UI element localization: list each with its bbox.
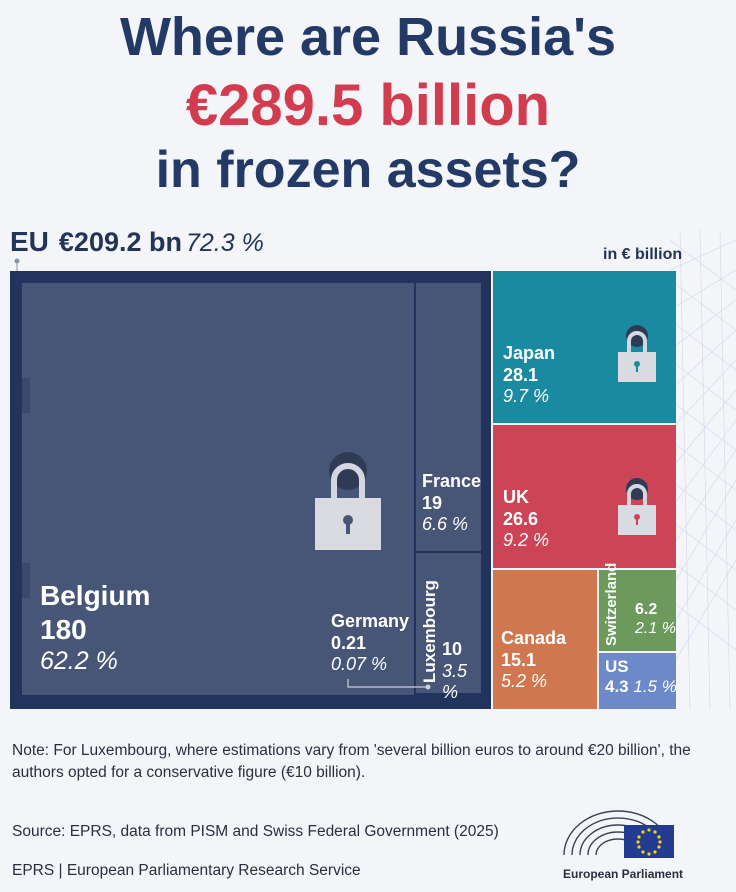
eu-label: EU xyxy=(10,226,49,257)
canada-value: 15.1 xyxy=(501,649,537,670)
france-share: 6.6 % xyxy=(422,514,469,535)
us-name: US xyxy=(605,657,629,676)
eu-amount: €209.2 bn xyxy=(58,227,182,257)
title-line-1: Where are Russia's xyxy=(119,7,617,67)
padlock-icon xyxy=(315,452,381,550)
luxembourg-name: Luxembourg xyxy=(420,580,440,683)
luxembourg-name-text: Luxembourg xyxy=(420,580,439,683)
luxembourg-value-block: 10 3.5 % xyxy=(442,639,481,704)
canada-label: Canada 15.1 5.2 % xyxy=(501,628,566,693)
luxembourg-value: 10 xyxy=(442,639,463,659)
germany-value: 0.21 xyxy=(331,632,367,653)
uk-label: UK 26.6 9.2 % xyxy=(503,487,549,552)
eu-summary: EU €209.2 bn 72.3 % xyxy=(10,226,264,258)
us-share: 1.5 % xyxy=(633,677,677,697)
title-line-3: in frozen assets? xyxy=(155,141,581,199)
us-label: US 4.3 1.5 % xyxy=(605,657,677,698)
treemap-cell-us: US 4.3 1.5 % xyxy=(599,653,677,709)
treemap-cell-switzerland: Switzerland 6.2 2.1 % xyxy=(599,563,676,651)
treemap-cell-france: France 19 6.6 % xyxy=(416,283,481,551)
belgium-name: Belgium xyxy=(40,580,151,611)
canada-share: 5.2 % xyxy=(501,671,548,692)
japan-name: Japan xyxy=(503,343,556,363)
germany-name: Germany xyxy=(331,611,410,631)
decorative-mesh-graphic xyxy=(670,230,736,710)
japan-label: Japan 28.1 9.7 % xyxy=(503,343,555,408)
japan-share: 9.7 % xyxy=(503,386,550,407)
treemap-cell-canada: Canada 15.1 5.2 % xyxy=(493,570,597,709)
switzerland-name: Switzerland xyxy=(603,563,621,646)
france-value: 19 xyxy=(422,492,443,513)
source-text: Source: EPRS, data from PISM and Swiss F… xyxy=(12,823,499,840)
footer-text: EPRS | European Parliamentary Research S… xyxy=(12,862,361,879)
switzerland-value-block: 6.2 2.1 % xyxy=(635,600,676,638)
france-label: France 19 6.6 % xyxy=(422,471,481,536)
belgium-value: 180 xyxy=(40,613,87,645)
us-value: 4.3 xyxy=(605,677,629,697)
germany-label: Germany 0.21 0.07 % xyxy=(331,611,409,676)
padlock-icon xyxy=(618,325,656,382)
belgium-edge-mark xyxy=(22,378,30,413)
uk-name: UK xyxy=(503,487,529,507)
france-name: France xyxy=(422,471,482,491)
belgium-label: Belgium 180 62.2 % xyxy=(40,579,150,676)
uk-share: 9.2 % xyxy=(503,530,550,551)
japan-value: 28.1 xyxy=(503,364,539,385)
germany-pointer-line xyxy=(347,679,431,690)
switzerland-name-text: Switzerland xyxy=(603,562,620,646)
canada-name: Canada xyxy=(501,628,567,648)
uk-value: 26.6 xyxy=(503,508,539,529)
switzerland-share: 2.1 % xyxy=(635,620,676,638)
treemap-cell-luxembourg: Luxembourg 10 3.5 % xyxy=(416,553,481,702)
belgium-share: 62.2 % xyxy=(40,647,118,676)
european-parliament-label: European Parliament xyxy=(563,867,684,881)
note-text: Note: For Luxembourg, where estimations … xyxy=(12,742,691,781)
switzerland-value: 6.2 xyxy=(635,601,658,618)
belgium-edge-mark xyxy=(22,563,30,598)
padlock-icon xyxy=(618,478,656,535)
luxembourg-share: 3.5 % xyxy=(442,660,468,703)
european-parliament-logo xyxy=(563,810,674,858)
unit-label: in € billion xyxy=(603,246,683,263)
title-line-2-amount: €289.5 billion xyxy=(185,73,551,138)
germany-share: 0.07 % xyxy=(331,654,388,675)
eu-share: 72.3 % xyxy=(185,229,264,257)
